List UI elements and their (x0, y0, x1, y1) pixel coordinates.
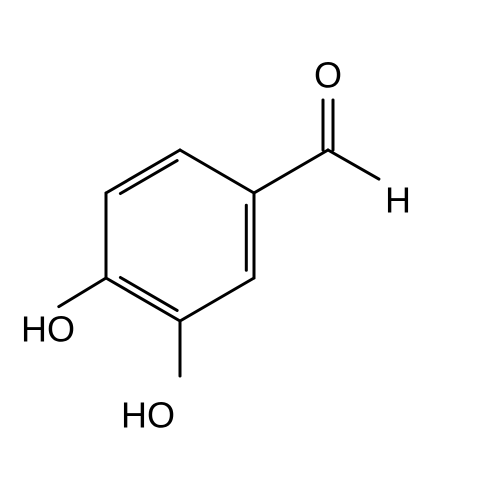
atom-label: HO (21, 309, 75, 350)
atom-label: H (385, 180, 411, 221)
molecule-diagram: O H HO HO (0, 0, 500, 500)
atom-label: HO (121, 395, 175, 436)
atom-label: O (314, 55, 342, 96)
